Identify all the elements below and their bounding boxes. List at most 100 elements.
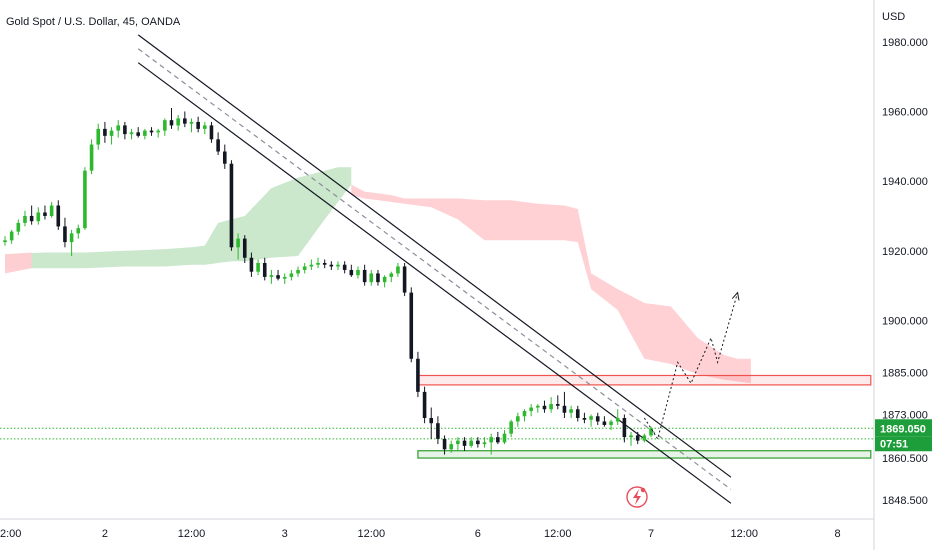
candle[interactable] [429, 407, 434, 439]
candle[interactable] [109, 127, 114, 145]
candle[interactable] [289, 269, 294, 281]
candle[interactable] [309, 259, 314, 270]
candle[interactable] [69, 229, 74, 257]
candle[interactable] [229, 160, 234, 251]
candle[interactable] [156, 128, 160, 138]
candle[interactable] [242, 235, 247, 263]
candle[interactable] [389, 271, 394, 283]
candle[interactable] [329, 261, 334, 270]
candle[interactable] [269, 269, 274, 284]
candle[interactable] [376, 269, 380, 286]
candle[interactable] [629, 431, 633, 446]
candle[interactable] [282, 273, 287, 284]
candle[interactable] [163, 118, 167, 136]
projected-path[interactable] [643, 292, 739, 441]
candle[interactable] [362, 264, 367, 286]
candle[interactable] [422, 386, 427, 424]
candle[interactable] [549, 397, 553, 413]
candle[interactable] [409, 287, 414, 363]
candle[interactable] [56, 200, 61, 230]
candle[interactable] [469, 437, 473, 448]
candle[interactable] [222, 144, 227, 169]
channel-line[interactable] [137, 34, 732, 478]
candle[interactable] [575, 405, 580, 422]
candle[interactable] [49, 202, 54, 218]
price-axis[interactable]: USD 1980.000 1960.000 1940.000 1920.000 1900… [873, 0, 932, 550]
candle[interactable] [589, 414, 593, 427]
candle[interactable] [555, 395, 560, 410]
candle[interactable] [89, 139, 94, 175]
candle[interactable] [615, 409, 620, 425]
candle[interactable] [622, 414, 627, 443]
candle[interactable] [183, 111, 187, 128]
candle[interactable] [123, 121, 127, 140]
candle[interactable] [476, 437, 480, 448]
candle[interactable] [582, 412, 587, 424]
candle[interactable] [609, 419, 613, 431]
candle[interactable] [3, 236, 7, 246]
candle[interactable] [149, 127, 154, 136]
candle[interactable] [602, 416, 607, 427]
candle[interactable] [103, 121, 107, 143]
candle[interactable] [536, 404, 540, 413]
candle[interactable] [482, 437, 487, 448]
candle[interactable] [63, 217, 67, 248]
time-axis[interactable]: 2:00 2 12:00 3 12:00 6 12:00 7 12:00 8 [0, 518, 874, 540]
lightning-icon[interactable] [626, 486, 648, 508]
candle[interactable] [296, 266, 300, 277]
candle[interactable] [342, 261, 347, 274]
candle[interactable] [569, 405, 573, 418]
candle[interactable] [595, 412, 600, 425]
candle[interactable] [336, 261, 340, 270]
candle[interactable] [382, 275, 387, 288]
candle[interactable] [349, 264, 354, 277]
candle[interactable] [489, 433, 493, 455]
candle[interactable] [416, 351, 420, 398]
candle[interactable] [169, 107, 174, 129]
channel-line[interactable] [137, 62, 732, 504]
candle[interactable] [116, 120, 121, 138]
candle[interactable] [276, 269, 280, 281]
candle[interactable] [249, 252, 254, 277]
candle[interactable] [36, 207, 41, 225]
resistance-zone[interactable] [417, 374, 872, 386]
candle[interactable] [129, 128, 134, 140]
candle[interactable] [649, 426, 653, 438]
candle[interactable] [302, 262, 307, 274]
candle[interactable] [216, 132, 220, 156]
candle[interactable] [529, 404, 533, 417]
candle[interactable] [509, 419, 513, 438]
candle[interactable] [542, 400, 547, 413]
candle[interactable] [9, 229, 14, 244]
candle[interactable] [369, 269, 374, 286]
candle[interactable] [43, 205, 47, 220]
candle[interactable] [396, 262, 400, 277]
candle[interactable] [203, 121, 207, 135]
candle[interactable] [635, 431, 640, 445]
candle[interactable] [136, 127, 140, 138]
candle[interactable] [96, 123, 101, 150]
candle[interactable] [402, 262, 407, 297]
candle[interactable] [143, 128, 147, 140]
candle[interactable] [256, 259, 260, 276]
candle[interactable] [436, 416, 440, 445]
candle[interactable] [16, 219, 21, 236]
candle[interactable] [316, 257, 320, 269]
candle[interactable] [236, 233, 240, 260]
candle[interactable] [176, 114, 180, 131]
candle[interactable] [462, 437, 467, 452]
candle[interactable] [496, 431, 500, 445]
candle[interactable] [449, 440, 454, 453]
support-zone[interactable] [417, 450, 872, 459]
candle[interactable] [642, 433, 647, 443]
candle[interactable] [522, 409, 527, 422]
candle[interactable] [502, 430, 507, 445]
plot-area[interactable] [0, 34, 874, 504]
candle[interactable] [456, 437, 460, 452]
candle[interactable] [356, 266, 360, 279]
candle[interactable] [562, 391, 567, 418]
candle[interactable] [322, 259, 327, 269]
candle[interactable] [209, 121, 214, 143]
candle[interactable] [196, 116, 200, 133]
